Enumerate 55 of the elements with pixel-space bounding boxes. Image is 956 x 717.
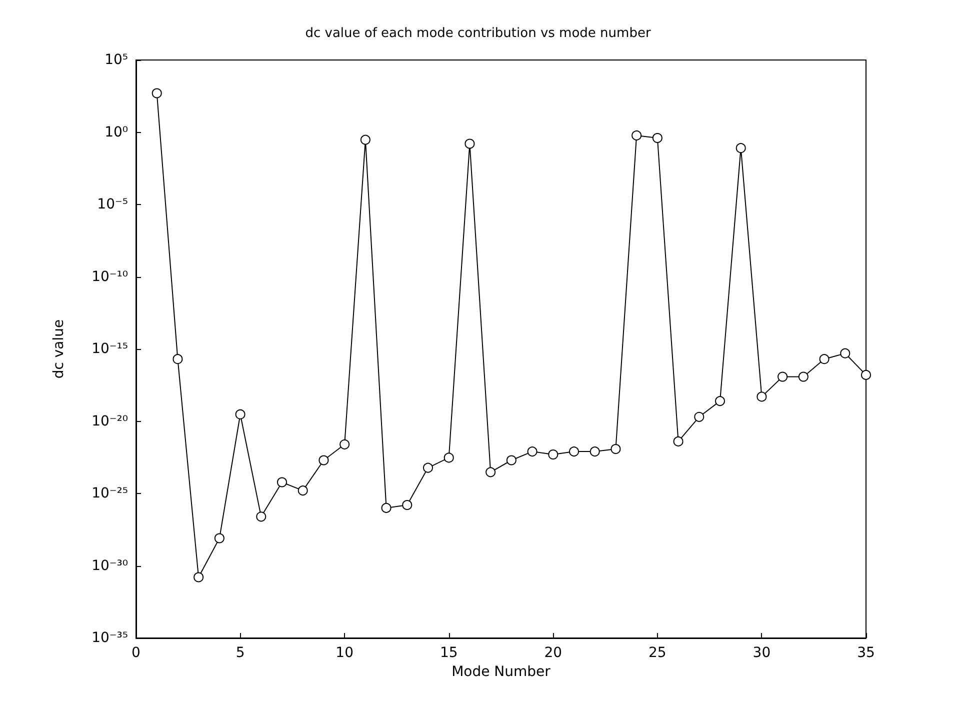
point [235,409,246,420]
y-tick-label: 10⁻⁵ [97,196,128,212]
x-tick-label: 35 [857,645,875,661]
point [756,392,767,402]
point [152,88,162,98]
point [798,372,808,382]
x-tick-label: 10 [336,645,354,661]
point [652,133,662,143]
x-tick-label: 20 [544,645,562,661]
point [360,134,370,145]
x-tick-label: 15 [440,645,458,661]
y-tick-label: 10⁻³⁵ [92,630,128,646]
point [673,436,684,446]
point [464,138,475,149]
point [610,444,621,454]
x-axis-title: Mode Number [452,664,551,680]
point [214,533,224,544]
point [590,446,600,457]
point [277,477,287,488]
y-tick-label: 10⁻¹⁰ [92,268,128,285]
y-tick-label: 10⁻²⁰ [92,413,128,430]
y-tick-label: 10⁻¹⁵ [92,341,128,357]
point [318,455,329,466]
point [256,512,266,522]
point [778,372,788,382]
point [819,354,830,364]
chart-title: dc value of each mode contribution vs mode number [305,26,652,41]
point [340,439,350,450]
point [423,462,433,473]
y-tick-label: 10⁵ [104,52,128,68]
point [194,572,204,582]
point [840,348,850,358]
point [548,450,558,460]
point [444,452,454,463]
point [527,446,538,457]
point [632,130,642,140]
x-tick-label: 0 [132,645,140,661]
y-tick-label: 10⁻²⁵ [92,486,128,502]
point [381,502,392,513]
point [172,354,183,364]
y-tick-label: 10⁻³⁰ [92,558,128,574]
point [402,500,412,510]
x-tick-label: 30 [752,645,771,661]
point [861,370,871,380]
point [569,446,579,457]
point [298,486,308,496]
point [694,412,704,422]
y-axis-title: dc value [51,319,67,379]
point [736,143,746,154]
x-tick-label: 5 [236,645,245,661]
point [715,396,725,406]
y-tick-label: 10⁰ [104,124,128,140]
point [506,455,516,466]
point [486,467,496,478]
x-tick-label: 25 [648,645,666,661]
